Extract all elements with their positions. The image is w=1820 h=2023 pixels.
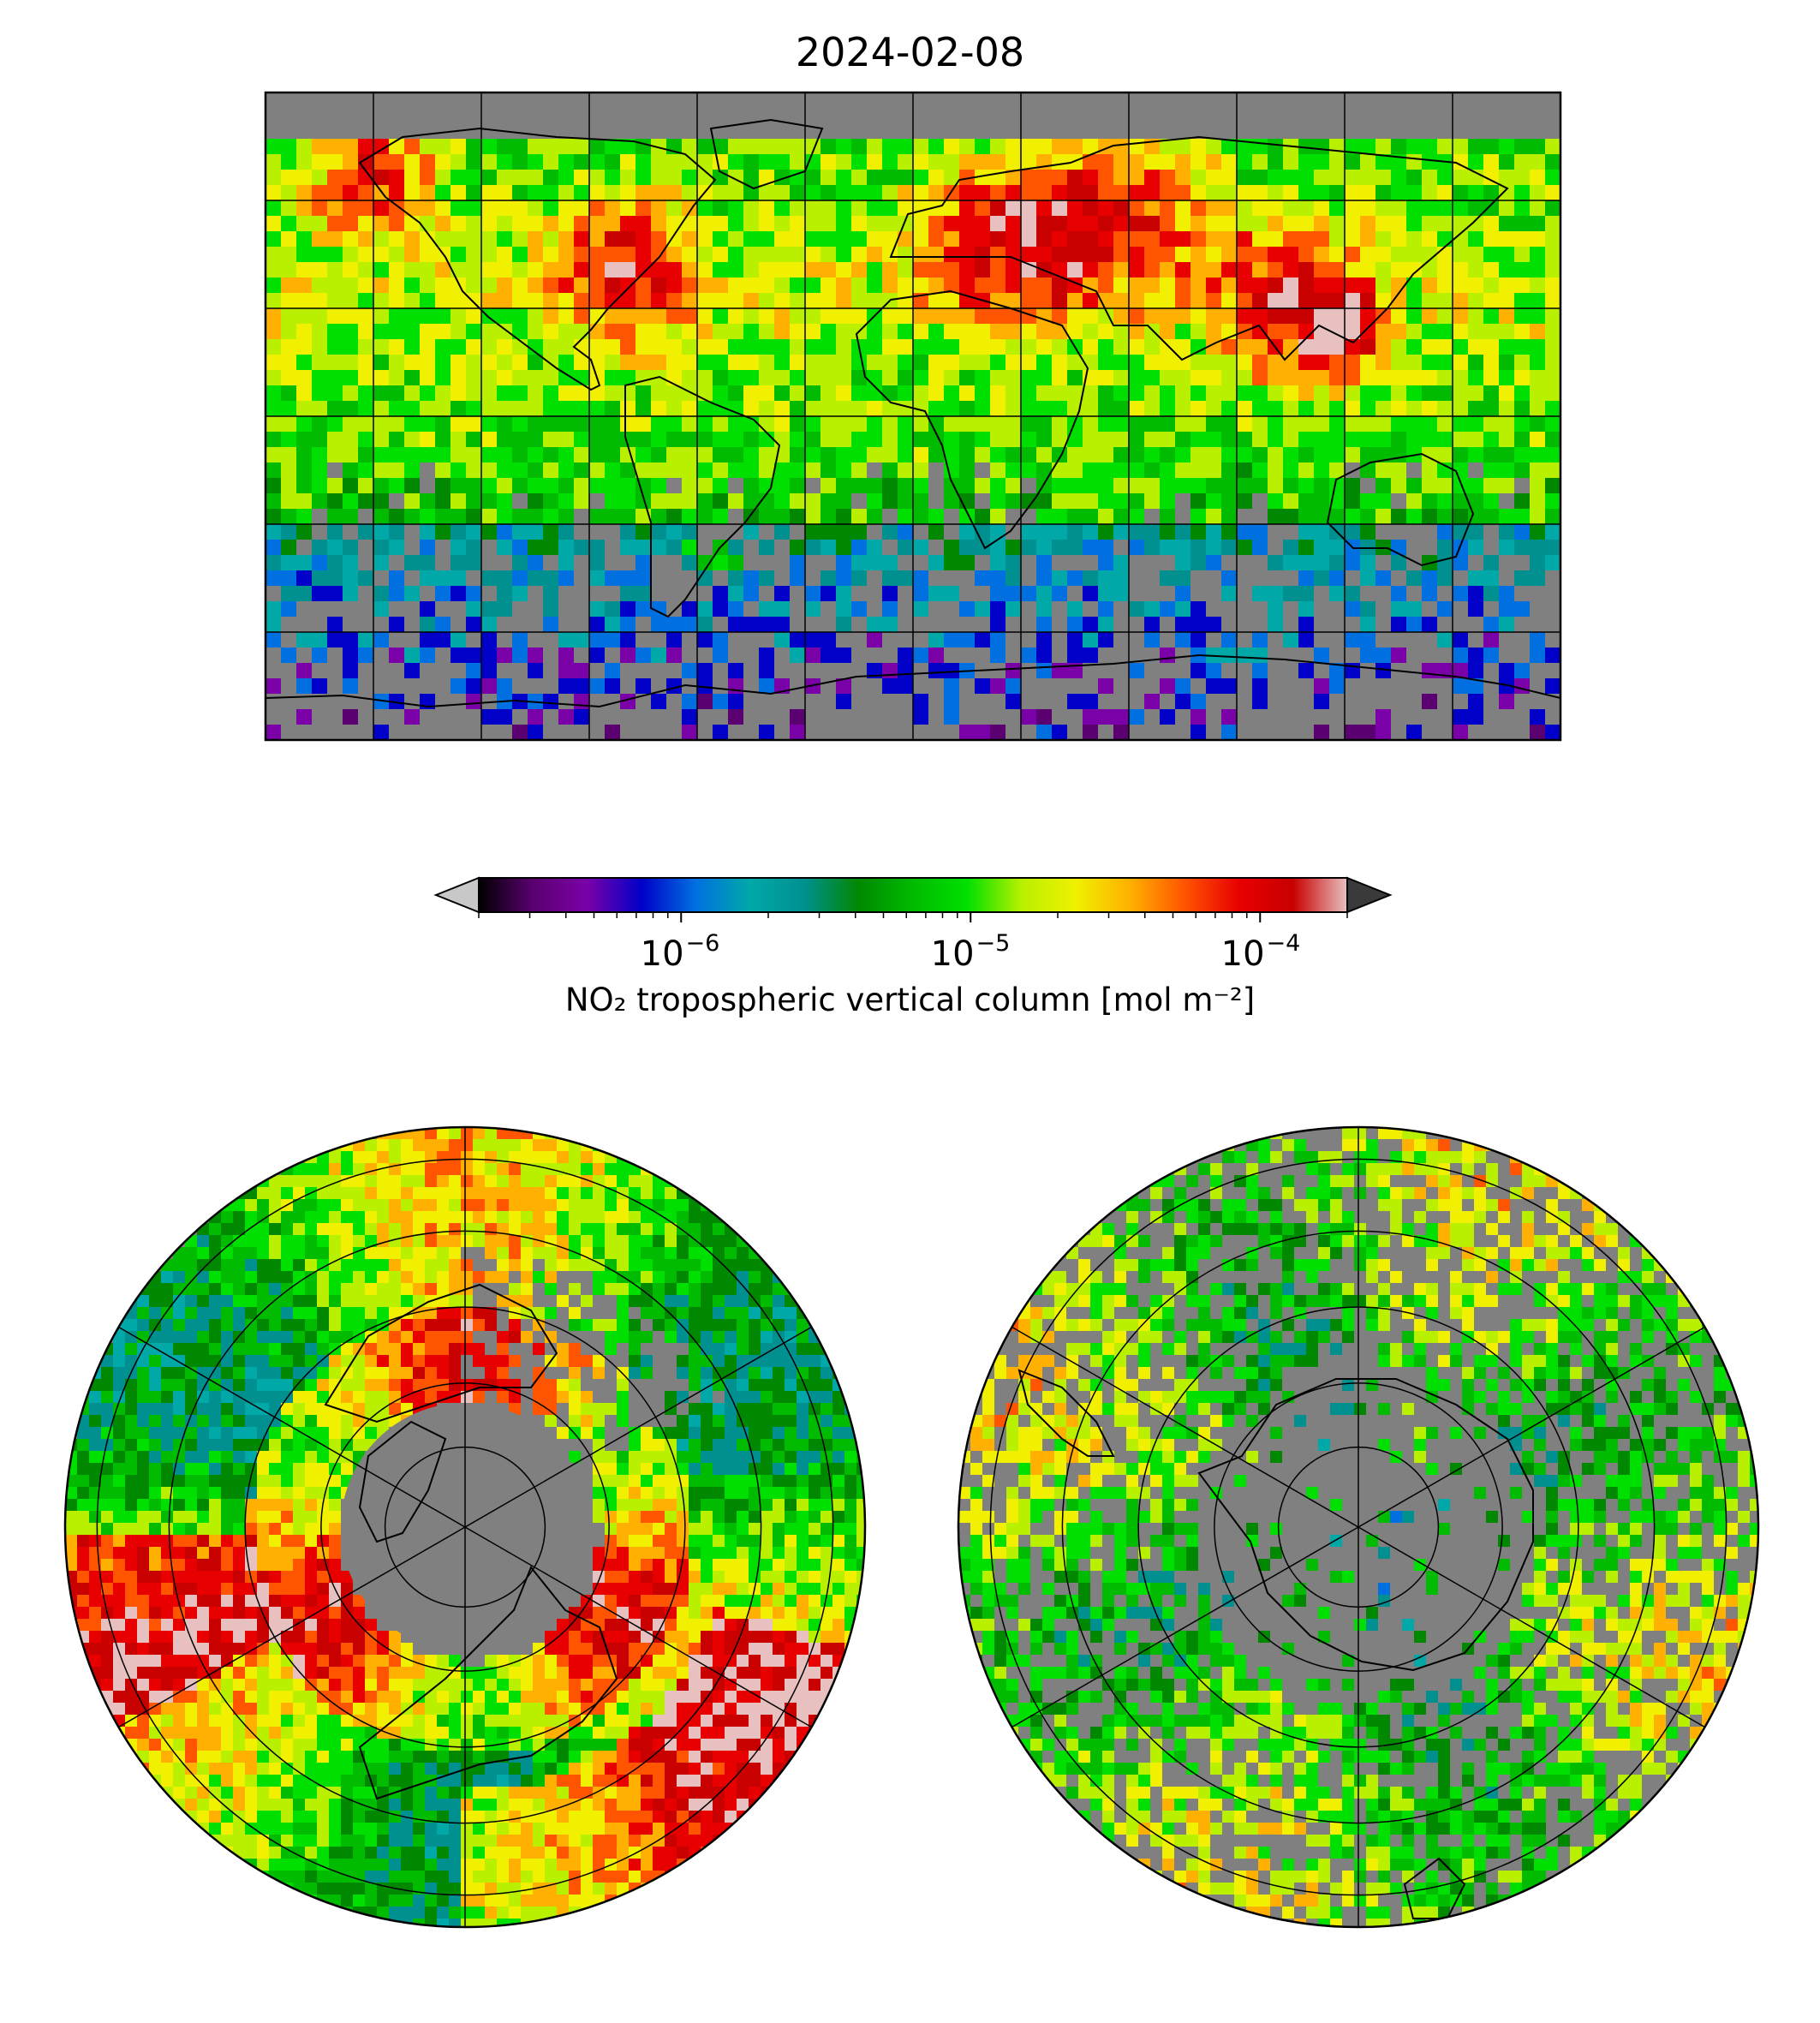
south-polar-map (957, 1125, 1760, 1929)
global-map-frame (264, 91, 1562, 742)
north-polar-map (63, 1125, 867, 1929)
greenland-polar-coastline (358, 1420, 447, 1543)
colorbar-extend-over (1346, 876, 1393, 914)
colorbar-gradient (479, 878, 1347, 912)
south-polar-frame (957, 1125, 1760, 1929)
global-no2-field (266, 139, 1560, 740)
colorbar-tick-label: 10−6 (640, 930, 720, 974)
colorbar-extend-under (433, 876, 480, 914)
north-america-polar-coastline (324, 1283, 558, 1423)
meridian-line (1358, 1526, 1705, 1728)
meridian-line (1358, 1326, 1705, 1528)
south-polar-coastlines (1017, 1369, 1534, 1919)
north-america-coastline (358, 127, 717, 391)
figure-title: 2024-02-08 (795, 29, 1025, 75)
colorbar-tick-label: 10−5 (930, 930, 1011, 974)
colorbar-ticks (478, 912, 1348, 922)
meridian-line (1011, 1326, 1359, 1528)
colorbar-label: NO₂ tropospheric vertical column [mol m⁻… (564, 982, 1256, 1018)
eurasia-polar-coastline (358, 1566, 618, 1800)
australia-polar-coastline (1403, 1857, 1466, 1919)
global-map (264, 91, 1562, 742)
global-gridlines (266, 92, 1560, 740)
meridian-line (464, 1526, 812, 1728)
colorbar (433, 876, 1393, 922)
antarctica-polar-coastline (1197, 1378, 1534, 1672)
antarctica-coastline (266, 653, 1560, 708)
africa-coastline (855, 289, 1089, 550)
meridian-line (118, 1526, 466, 1728)
north-polar-coastlines (324, 1283, 618, 1800)
colorbar-frame (478, 877, 1348, 913)
meridian-line (464, 1326, 812, 1528)
north-polar-frame (63, 1125, 867, 1929)
meridian-line (118, 1326, 466, 1528)
north-polar-gridlines (96, 1127, 834, 1927)
south-america-polar-coastline (1017, 1369, 1115, 1457)
south-polar-gridlines (989, 1127, 1728, 1927)
south-america-coastline (624, 375, 781, 618)
colorbar-tick-label: 10−4 (1220, 930, 1301, 974)
meridian-line (1011, 1526, 1359, 1728)
